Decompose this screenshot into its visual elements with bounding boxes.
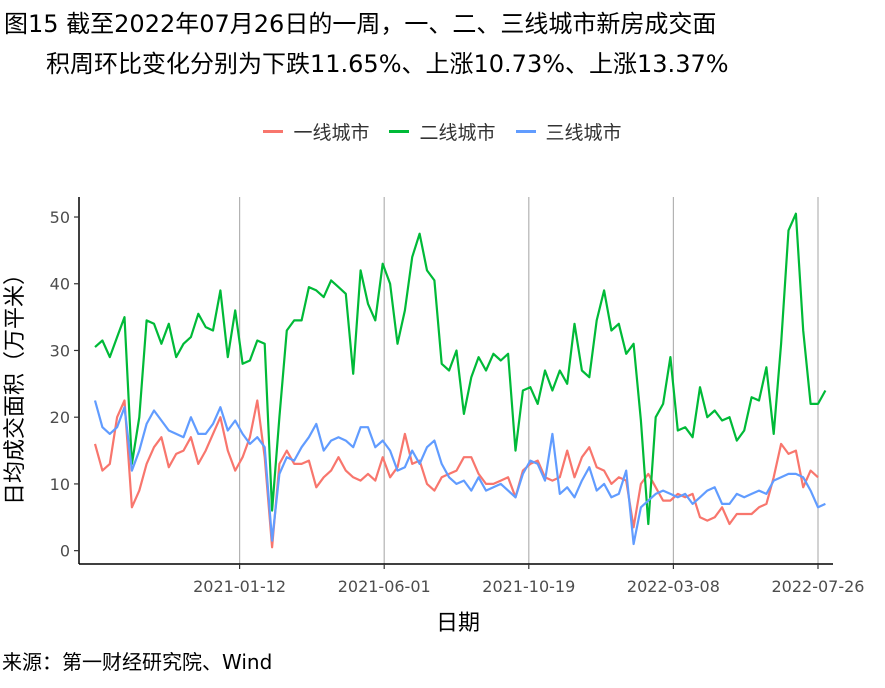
- chart-legend: 一线城市 二线城市 三线城市: [0, 116, 885, 146]
- y-tick-label-0: 0: [60, 542, 70, 561]
- legend-label-tier3: 三线城市: [545, 121, 622, 144]
- x-tick-label-0: 2021-01-12: [193, 577, 286, 596]
- legend-label-tier1: 一线城市: [293, 121, 370, 144]
- legend-item-tier1: 一线城市: [263, 118, 369, 145]
- legend-swatch-tier2: [389, 129, 410, 133]
- y-tick-label-40: 40: [50, 275, 70, 294]
- x-tick-label-3: 2022-03-08: [627, 577, 720, 596]
- legend-item-tier3: 三线城市: [515, 118, 622, 145]
- legend-item-tier2: 二线城市: [389, 118, 496, 145]
- chart-title-line-1: 图15 截至2022年07月26日的一周，一、二、三线城市新房成交面: [4, 10, 717, 38]
- x-tick-label-4: 2022-07-26: [772, 577, 865, 596]
- y-tick-label-10: 10: [50, 475, 70, 494]
- y-axis-label: 日均成交面积（万平米）: [3, 263, 28, 505]
- y-tick-label-30: 30: [50, 341, 70, 360]
- x-axis-label: 日期: [436, 611, 480, 636]
- y-tick-labels: 0 10 20 30 40 50: [50, 208, 70, 561]
- axes: [74, 197, 833, 569]
- series-line-2: [94, 212, 827, 526]
- chart-title-line-2: 积周环比变化分别为下跌11.65%、上涨10.73%、上涨13.37%: [46, 50, 729, 78]
- y-tick-label-50: 50: [50, 208, 70, 227]
- x-tick-label-1: 2021-06-01: [338, 577, 431, 596]
- plot-lines: [93, 212, 827, 549]
- legend-swatch-tier3: [515, 129, 536, 133]
- y-tick-label-20: 20: [50, 408, 70, 427]
- x-tick-label-2: 2021-10-19: [482, 577, 575, 596]
- chart-title: 图15 截至2022年07月26日的一周，一、二、三线城市新房成交面 积周环比变…: [4, 4, 884, 84]
- legend-label-tier2: 二线城市: [419, 121, 496, 144]
- x-tick-labels: 2021-01-12 2021-06-01 2021-10-19 2022-03-08…: [193, 577, 864, 596]
- series-line-1: [93, 399, 819, 549]
- source-note: 来源：第一财经研究院、Wind: [2, 650, 273, 674]
- x-gridlines: [239, 197, 819, 564]
- series-line-3: [93, 400, 826, 546]
- legend-swatch-tier1: [263, 129, 284, 133]
